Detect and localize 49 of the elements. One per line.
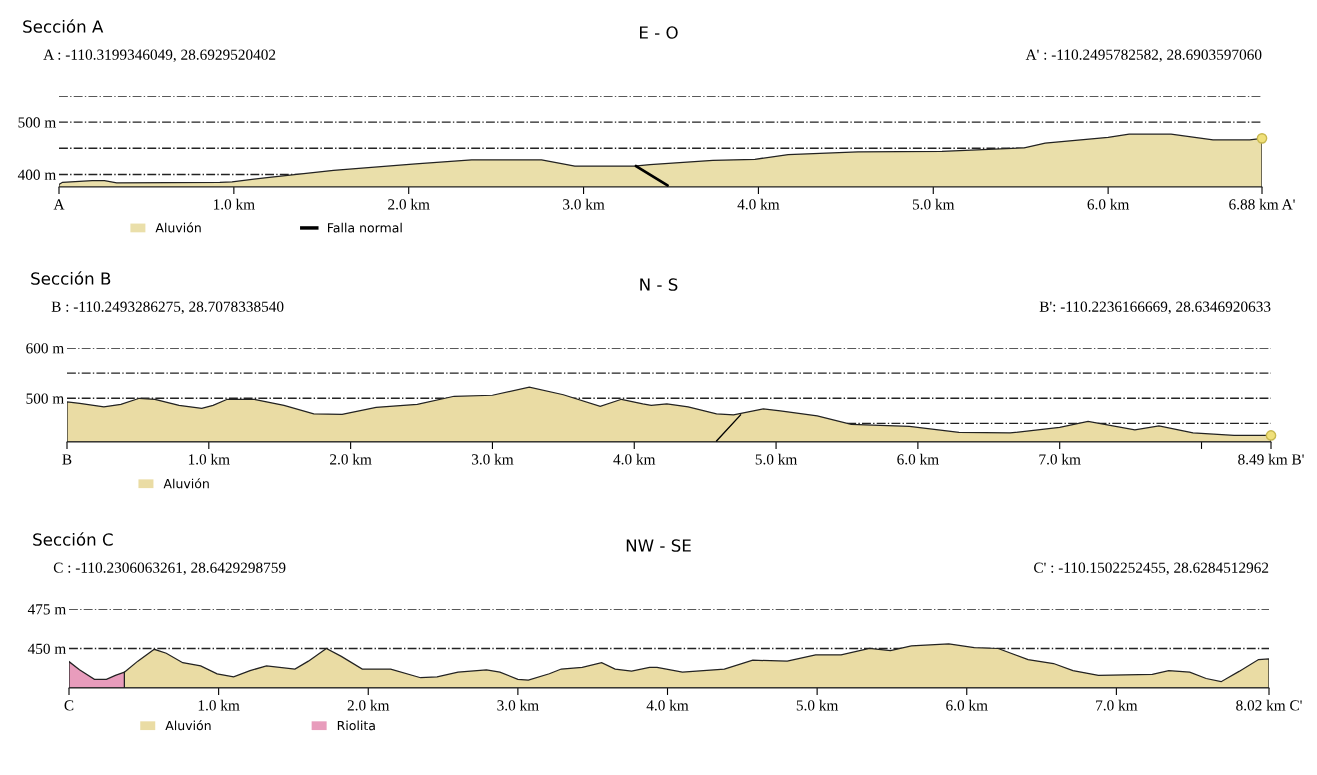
legend-label: Aluvión: [163, 478, 209, 489]
x-tick-label: 1.0 km: [213, 198, 255, 210]
y-tick-label: 400 m: [17, 169, 56, 180]
chart-title: Sección B: [31, 271, 111, 285]
x-tick-label: 8.02 km C': [1236, 699, 1302, 711]
x-tick-label: 3.0 km: [471, 453, 514, 465]
x-tick-label: 4.0 km: [646, 699, 689, 711]
x-tick-label: 6.88 km A': [1229, 198, 1295, 210]
chart-subtitle: NW - SE: [626, 539, 691, 552]
x-tick-label: A: [53, 199, 65, 210]
text: B : -110.2493286275, 28.7078338540: [51, 301, 284, 315]
x-tick-label: 6.0 km: [1087, 198, 1130, 210]
legend-label: Aluvión: [165, 720, 211, 731]
x-tick-label: 2.0 km: [388, 198, 430, 210]
text: B': -110.2236166669, 28.6346920633: [1039, 301, 1271, 315]
x-tick-label: 6.0 km: [897, 453, 939, 465]
y-tick-label: 475 m: [27, 604, 66, 615]
legend-label: Aluvión: [155, 222, 201, 233]
x-tick-label: 5.0 km: [755, 453, 798, 465]
x-tick-label: B: [62, 454, 72, 465]
x-tick-label: 3.0 km: [563, 198, 605, 210]
x-tick-label: 5.0 km: [912, 198, 955, 210]
legend-label: Falla normal: [328, 222, 402, 233]
chart-title: Sección A: [23, 19, 104, 33]
x-tick-label: 5.0 km: [796, 699, 839, 711]
text: A' : -110.2495782582, 28.6903597060: [1025, 49, 1262, 63]
chart-title: Sección C: [33, 532, 113, 546]
x-tick-label: 3.0 km: [497, 699, 539, 711]
x-tick-label: 1.0 km: [188, 453, 230, 465]
y-tick-label: 600 m: [26, 343, 64, 354]
text: C : -110.2306063261, 28.6429298759: [53, 562, 286, 576]
x-tick-label: 7.0 km: [1096, 699, 1138, 711]
x-tick-label: 1.0 km: [198, 699, 240, 711]
text: A : -110.3199346049, 28.6929520402: [43, 49, 276, 63]
y-tick-label: 500 m: [18, 117, 56, 128]
x-tick-label: C: [64, 700, 74, 711]
y-tick-label: 500 m: [26, 393, 64, 404]
text: C' : -110.1502252455, 28.6284512962: [1034, 562, 1269, 576]
legend-label: Riolita: [337, 720, 375, 731]
x-tick-label: 6.0 km: [946, 699, 988, 711]
x-tick-label: 8.49 km B': [1238, 453, 1304, 465]
x-tick-label: 4.0 km: [613, 453, 656, 465]
chart-subtitle: N - S: [640, 278, 678, 291]
x-tick-label: 7.0 km: [1039, 453, 1081, 465]
x-tick-label: 2.0 km: [347, 699, 390, 711]
chart-subtitle: E - O: [640, 26, 678, 39]
x-tick-label: 2.0 km: [330, 453, 372, 465]
x-tick-label: 4.0 km: [737, 198, 780, 210]
y-tick-label: 450 m: [27, 643, 66, 654]
